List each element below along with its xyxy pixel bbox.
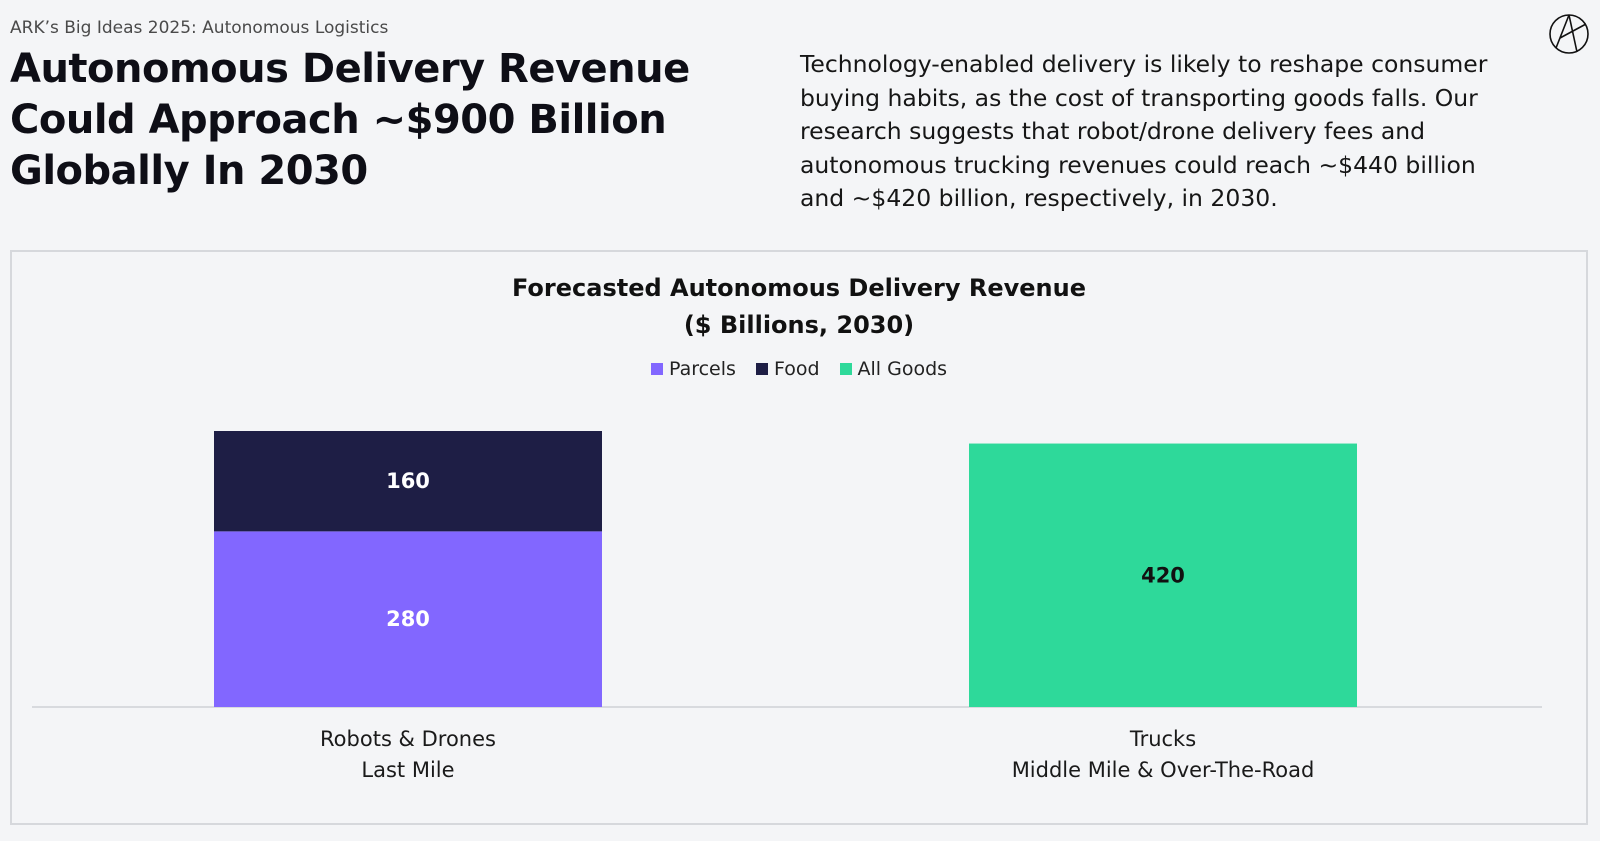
chart-legend: Parcels Food All Goods [12, 358, 1586, 380]
headline-line: Globally In 2030 [10, 148, 368, 194]
bar-value-label: 280 [386, 607, 430, 631]
bar-value-label: 160 [386, 469, 430, 493]
chart-panel: Forecasted Autonomous Delivery Revenue (… [10, 250, 1588, 825]
intro-line: buying habits, as the cost of transporti… [800, 83, 1478, 112]
intro-line: autonomous trucking revenues could reach… [800, 150, 1476, 179]
headline-line: Autonomous Delivery Revenue [10, 46, 690, 92]
legend-item-all-goods: All Goods [839, 358, 948, 380]
intro-paragraph: Technology-enabled delivery is likely to… [800, 48, 1490, 216]
chart-subtitle: ($ Billions, 2030) [683, 311, 915, 339]
legend-label-parcels: Parcels [668, 358, 736, 380]
headline-line: Could Approach ~$900 Billion [10, 97, 667, 143]
legend-swatch-all-goods [839, 363, 852, 375]
category-label: Robots & Drones [320, 727, 496, 751]
bar-all-goods [969, 443, 1357, 707]
headline: Autonomous Delivery Revenue Could Approa… [10, 44, 710, 197]
chart-title-block: Forecasted Autonomous Delivery Revenue (… [12, 270, 1586, 344]
legend-swatch-parcels [650, 363, 663, 375]
legend-label-all-goods: All Goods [857, 358, 948, 380]
chart-plot: 280 160 Robots & Drones Last Mile 420 Trucks M… [32, 431, 1542, 782]
eyebrow-text: ARK’s Big Ideas 2025: Autonomous Logisti… [10, 18, 389, 38]
category-label: Middle Mile & Over-The-Road [1012, 758, 1315, 782]
legend-item-food: Food [755, 358, 820, 380]
legend-label-food: Food [773, 358, 820, 380]
intro-line: research suggests that robot/drone deliv… [800, 117, 1426, 145]
bar-value-label: 420 [1141, 563, 1185, 587]
bar-parcels [214, 531, 602, 707]
legend-item-parcels: Parcels [650, 358, 736, 380]
category-label: Trucks [1129, 727, 1196, 751]
category-label: Last Mile [361, 758, 454, 782]
intro-line: Technology-enabled delivery is likely to… [800, 50, 1488, 78]
chart-title: Forecasted Autonomous Delivery Revenue [512, 274, 1086, 302]
legend-swatch-food [755, 363, 768, 375]
ark-logo-icon [1549, 14, 1589, 54]
bar-food [214, 431, 602, 532]
intro-line: and ~$420 billion, respectively, in 2030… [800, 184, 1278, 212]
